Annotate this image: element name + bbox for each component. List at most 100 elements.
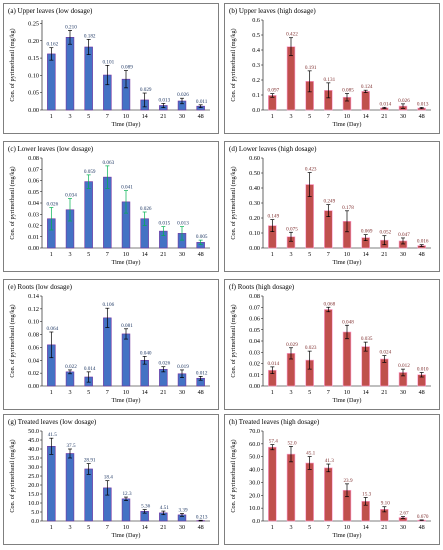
y-tick-label: 0.4 xyxy=(252,47,260,54)
chart-title: (c) Lower leaves (low dosage) xyxy=(8,145,94,153)
x-tick-label: 30 xyxy=(179,389,185,396)
data-label: 0.097 xyxy=(267,88,279,94)
data-label: 0.089 xyxy=(121,65,133,71)
x-tick-label: 7 xyxy=(327,389,330,396)
chart-title: (d) Lower leaves (high dosage) xyxy=(229,145,317,153)
x-tick-label: 21 xyxy=(381,524,387,531)
y-tick-label: 0.08 xyxy=(28,332,39,339)
bar xyxy=(103,317,112,387)
bar xyxy=(361,346,370,387)
bar xyxy=(65,37,75,111)
bar xyxy=(342,331,352,387)
x-tick-label: 7 xyxy=(327,113,330,120)
x-tick-label: 3 xyxy=(68,389,71,396)
y-tick-label: 0.07 xyxy=(249,304,260,311)
y-tick-label: 0.00 xyxy=(28,107,39,114)
data-label: 52.0 xyxy=(287,440,296,446)
data-label: 0.014 xyxy=(379,101,391,107)
y-tick-label: 0.20 xyxy=(249,215,260,222)
y-tick-label: 5.0 xyxy=(31,509,39,516)
bar xyxy=(84,46,93,111)
y-tick-label: 0.10 xyxy=(28,72,39,79)
data-label: 0.106 xyxy=(102,302,114,308)
y-tick-label: 10.0 xyxy=(249,505,260,512)
data-label: 0.013 xyxy=(417,101,429,107)
bar xyxy=(268,446,277,522)
bar xyxy=(121,498,131,522)
x-tick-label: 48 xyxy=(419,113,425,120)
x-tick-label: 1 xyxy=(271,389,274,396)
y-tick-label: 0.00 xyxy=(249,245,260,252)
bar xyxy=(65,453,75,522)
y-tick-label: 30.0 xyxy=(28,464,39,471)
chart-svg-2: (b) Upper leaves (high dosage) 0.0 0.1 0.2 0… xyxy=(229,7,431,128)
x-tick-label: 1 xyxy=(271,524,274,531)
y-tick-label: 0.08 xyxy=(249,293,260,300)
data-label: 0.041 xyxy=(121,185,133,191)
x-tick-label: 14 xyxy=(363,524,369,531)
data-label: 0.422 xyxy=(286,32,298,38)
x-tick-label: 5 xyxy=(87,389,90,396)
y-tick-label: 0.60 xyxy=(249,155,260,162)
x-tick-label: 5 xyxy=(308,524,311,531)
x-tick-label: 3 xyxy=(289,524,292,531)
data-label: 57.4 xyxy=(269,439,278,445)
x-tick-label: 30 xyxy=(400,524,406,531)
x-tick-label: 1 xyxy=(50,113,53,120)
data-label: 0.023 xyxy=(305,345,317,351)
data-label: 0.034 xyxy=(65,193,77,199)
y-tick-label: 0.0 xyxy=(252,518,260,525)
bar xyxy=(286,46,296,111)
y-tick-label: 45.0 xyxy=(28,437,39,444)
y-tick-label: 40.0 xyxy=(249,467,260,474)
bar xyxy=(84,468,93,522)
y-tick-label: 0.10 xyxy=(28,319,39,326)
chart-title: (b) Upper leaves (high dosage) xyxy=(229,7,316,15)
y-tick-label: 0.40 xyxy=(249,185,260,192)
x-tick-label: 30 xyxy=(400,113,406,120)
x-tick-label: 30 xyxy=(179,524,185,531)
x-axis-label: Time (Day) xyxy=(112,532,141,539)
y-tick-label: 0.05 xyxy=(28,189,39,196)
chart-title: (f) Roots (high dosage) xyxy=(229,283,295,291)
x-tick-label: 30 xyxy=(400,389,406,396)
y-tick-label: 0.5 xyxy=(252,32,260,39)
data-label: 15.3 xyxy=(362,491,371,497)
data-label: 0.075 xyxy=(286,226,298,232)
x-tick-label: 14 xyxy=(142,389,148,396)
y-tick-label: 0.08 xyxy=(28,155,39,162)
data-label: 0.014 xyxy=(267,361,279,367)
x-tick-label: 48 xyxy=(419,524,425,531)
y-tick-label: 0.15 xyxy=(28,55,39,62)
y-axis-label: Con. of pyrimethanil (mg/kg) xyxy=(9,304,16,377)
x-tick-label: 30 xyxy=(400,251,406,258)
data-label: 0.012 xyxy=(196,370,208,376)
chart-title: (g) Treated leaves (low dosage) xyxy=(8,418,97,426)
y-axis-label: Con. of pyrimethanil (mg/kg) xyxy=(9,28,16,101)
y-tick-label: 0.00 xyxy=(28,245,39,252)
y-axis-label: Con. of pyrimethanil (mg/kg) xyxy=(9,166,16,239)
chart-panel-2: (b) Upper leaves (high dosage) 0.0 0.1 0.2 0… xyxy=(224,3,440,134)
data-label: 0.063 xyxy=(102,160,114,166)
data-label: 0.012 xyxy=(398,363,410,369)
chart-title: (a) Upper leaves (low dosage) xyxy=(8,7,93,15)
chart-panel-7: (g) Treated leaves (low dosage) 0.0 5.0 10.… xyxy=(3,414,219,545)
data-label: 0.182 xyxy=(84,33,96,39)
y-tick-label: 0.3 xyxy=(252,62,260,69)
y-tick-label: 0.04 xyxy=(28,200,39,207)
chart-panel-1: (a) Upper leaves (low dosage) 0.00 0.05 0.1… xyxy=(3,3,219,134)
data-label: 0.064 xyxy=(46,326,58,332)
data-label: 0.040 xyxy=(140,350,152,356)
data-label: 0.101 xyxy=(102,59,114,65)
y-axis-label: Con. of pyrimethanil (mg/kg) xyxy=(230,28,237,101)
y-tick-label: 0.1 xyxy=(252,92,260,99)
x-tick-label: 1 xyxy=(271,251,274,258)
x-tick-label: 21 xyxy=(381,389,387,396)
data-label: 0.015 xyxy=(158,221,170,227)
data-label: 0.069 xyxy=(361,229,373,235)
x-tick-label: 21 xyxy=(381,113,387,120)
data-label: 0.005 xyxy=(196,234,208,240)
data-label: 0.013 xyxy=(158,97,170,103)
bar xyxy=(286,453,296,522)
